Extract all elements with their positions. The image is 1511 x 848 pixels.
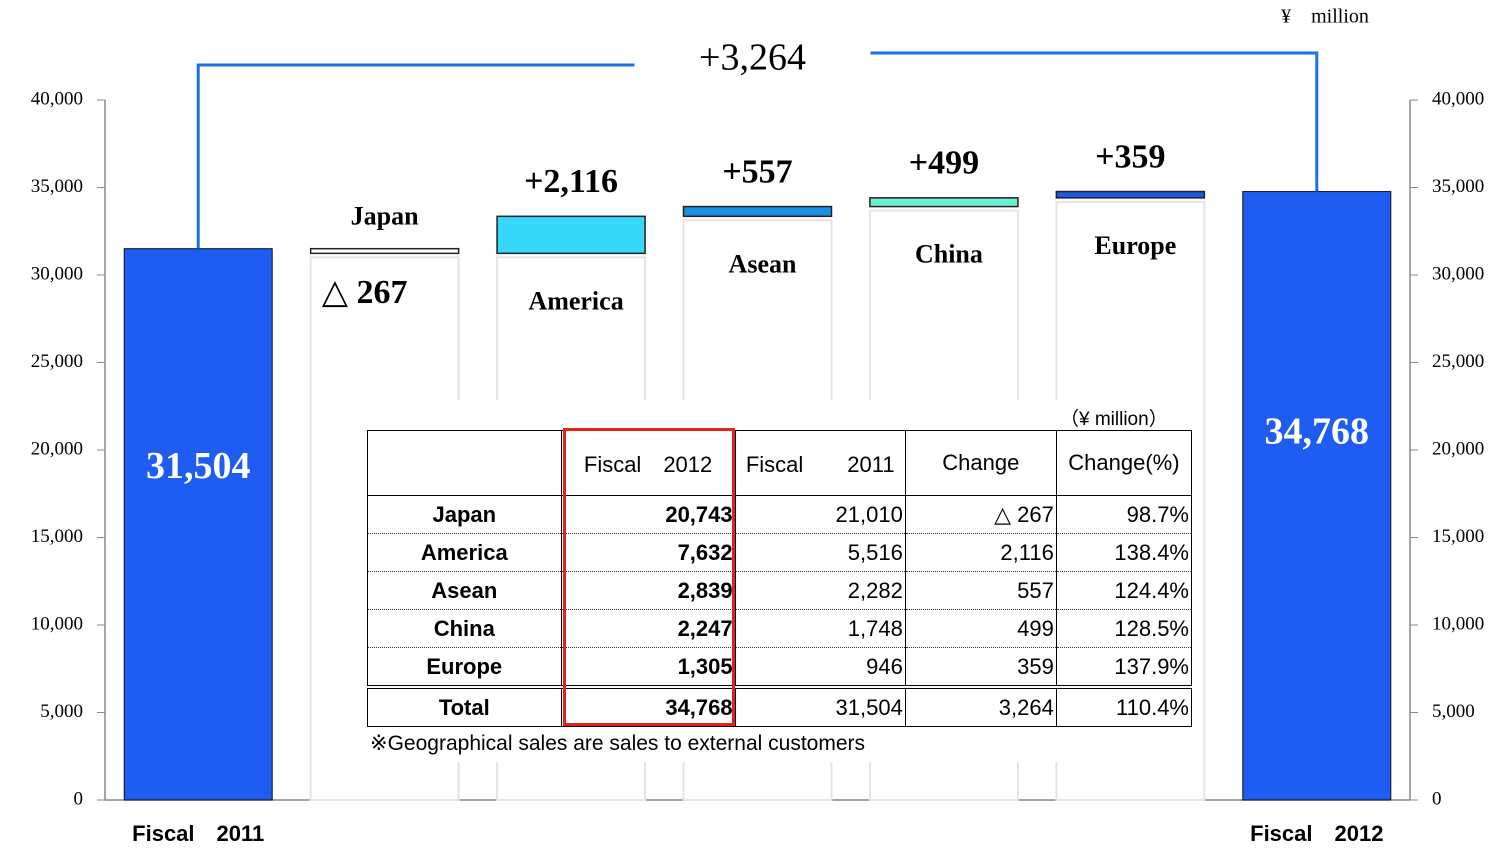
table-cell: 499	[904, 609, 1057, 648]
table-cell: 3,264	[904, 685, 1057, 727]
table-cell: Asean	[367, 571, 562, 610]
y2-tick-label: 0	[1432, 788, 1442, 809]
x-tick-label: Fiscal 2012	[1250, 821, 1383, 846]
table-header: Fiscal 2012 Fiscal 2011 Change Change(%)	[367, 430, 1193, 496]
delta-bar	[869, 197, 1019, 208]
category-label: America	[528, 286, 623, 315]
table-cell: 31,504	[734, 685, 906, 727]
table-cell: 20,743	[560, 495, 736, 534]
table-cell: Total	[367, 685, 562, 727]
table: Fiscal 2012 Fiscal 2011 Change Change(%) Jap…	[367, 430, 1193, 727]
table-row: Europe 1,305 946 359 137.9%	[367, 647, 1193, 688]
table-cell: 124.4%	[1055, 571, 1193, 610]
y-tick-label: 30,000	[31, 263, 83, 284]
value-label: +2,116	[524, 163, 618, 200]
value-label: +557	[722, 153, 792, 190]
table-cell: 98.7%	[1055, 495, 1193, 534]
table-cell: 137.9%	[1055, 647, 1193, 688]
y2-tick-label: 30,000	[1432, 263, 1484, 284]
table-cell: Japan	[367, 495, 562, 534]
table-cell: △ 267	[904, 495, 1057, 534]
table-cell: 1,305	[560, 647, 736, 688]
table-unit: （¥ million）	[1060, 409, 1168, 430]
table-cell: America	[367, 533, 562, 572]
y2-tick-label: 5,000	[1432, 701, 1475, 722]
y2-tick-label: 15,000	[1432, 526, 1484, 547]
table-cell: 2,282	[734, 571, 906, 610]
table-cell: 5,516	[734, 533, 906, 572]
table-cell: 128.5%	[1055, 609, 1193, 648]
y-tick-label: 25,000	[31, 351, 83, 372]
table-row: China 2,247 1,748 499 128.5%	[367, 609, 1193, 648]
table-cell: 21,010	[734, 495, 906, 534]
table-panel: （¥ million） Fiscal 2012 Fiscal 2011 Change…	[360, 400, 1193, 762]
category-label: China	[915, 240, 983, 269]
table-cell: 1,748	[734, 609, 906, 648]
value-label: 34,768	[1265, 411, 1370, 453]
y2-tick-label: 10,000	[1432, 613, 1484, 634]
y-tick-label: 40,000	[31, 88, 83, 109]
x-tick-label: Fiscal 2011	[132, 821, 264, 846]
y2-tick-label: 40,000	[1432, 88, 1484, 109]
table-cell: Europe	[367, 647, 562, 688]
table-cell: 2,116	[904, 533, 1057, 572]
table-row: Asean 2,839 2,282 557 124.4%	[367, 571, 1193, 610]
y-tick-label: 0	[74, 788, 84, 809]
table-cell: 2,839	[560, 571, 736, 610]
unit-label: ¥ million	[1281, 6, 1369, 28]
y-tick-label: 10,000	[31, 613, 83, 634]
footnote: ※Geographical sales are sales to externa…	[370, 732, 865, 755]
value-label: 31,504	[146, 445, 251, 487]
table-cell: Fiscal 2011	[734, 430, 906, 496]
table-cell: 359	[904, 647, 1057, 688]
table-cell: 7,632	[560, 533, 736, 572]
table-row: Total 34,768 31,504 3,264 110.4%	[367, 685, 1193, 727]
category-label: Asean	[729, 249, 797, 278]
total-bar	[123, 248, 273, 801]
value-label: +499	[909, 145, 979, 182]
table-row: Japan 20,743 21,010 △ 267 98.7%	[367, 495, 1193, 534]
table-cell: 2,247	[560, 609, 736, 648]
y2-tick-label: 35,000	[1432, 176, 1484, 197]
category-label: Japan	[351, 202, 419, 231]
table-cell: China	[367, 609, 562, 648]
y-tick-label: 20,000	[31, 438, 83, 459]
change-bracket	[196, 51, 1319, 249]
table-cell: Change	[904, 430, 1057, 496]
y-tick-label: 35,000	[31, 176, 83, 197]
category-label: Europe	[1094, 231, 1176, 260]
y2-tick-label: 25,000	[1432, 351, 1484, 372]
delta-bar	[682, 205, 833, 218]
table-cell: 138.4%	[1055, 533, 1193, 572]
delta-bar	[496, 215, 646, 255]
delta-bar	[309, 247, 460, 255]
delta-bar	[1055, 190, 1206, 199]
table-cell: Change(%)	[1055, 430, 1193, 496]
table-cell	[367, 430, 562, 496]
table-cell: 34,768	[560, 685, 736, 727]
value-label: +359	[1095, 138, 1165, 175]
table-cell: 946	[734, 647, 906, 688]
y2-tick-label: 20,000	[1432, 438, 1484, 459]
y-tick-label: 15,000	[31, 526, 83, 547]
total-bar	[1242, 191, 1392, 801]
table-cell: 557	[904, 571, 1057, 610]
table-row: America 7,632 5,516 2,116 138.4%	[367, 533, 1193, 572]
value-label: △ 267	[322, 274, 408, 311]
change-label: +3,264	[699, 37, 806, 79]
y-tick-label: 5,000	[40, 701, 83, 722]
table-cell: 110.4%	[1055, 685, 1193, 727]
table-cell: Fiscal 2012	[560, 430, 736, 496]
